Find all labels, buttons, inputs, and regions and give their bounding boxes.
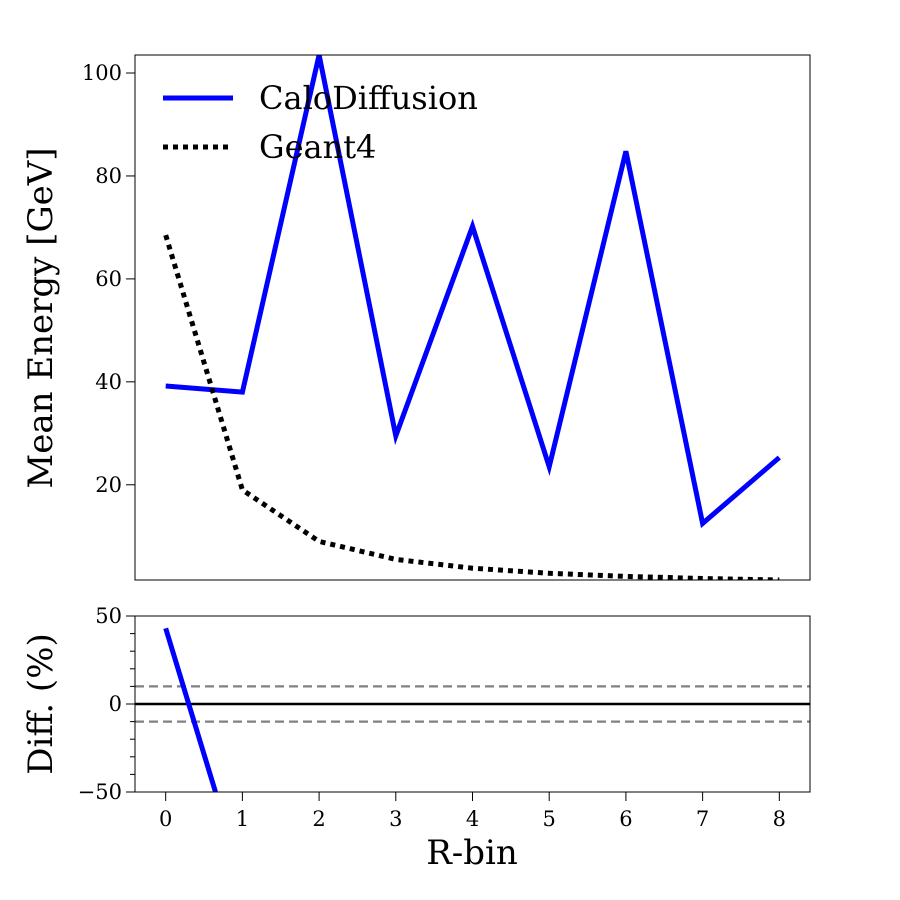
series-line-calodiffusion: [165, 55, 781, 529]
main-y-axis-label: Mean Energy [GeV]: [21, 147, 61, 488]
ratio-y-axis-label: Diff. (%): [21, 633, 61, 775]
ratio-panel: 50 0 −50 0 1 2 3 4 5 6 7 8 Diff. (%) R-bin: [21, 604, 811, 873]
x-tick-label: 5: [543, 807, 556, 831]
x-axis-label: R-bin: [426, 833, 518, 873]
x-tick-label: 1: [236, 807, 249, 831]
x-tick-label: 2: [312, 807, 325, 831]
ratio-y-tick-label: 50: [95, 604, 122, 628]
ratio-series-line-calodiffusion: [163, 627, 218, 792]
legend-label-geant4: Geant4: [259, 128, 376, 166]
ratio-plot-frame: [134, 615, 811, 793]
x-tick-label: 7: [696, 807, 709, 831]
main-panel: 20 40 60 80 100 Mean Energy [GeV] CaloDiffus…: [21, 54, 811, 581]
legend-label-calodiffusion: CaloDiffusion: [259, 79, 478, 117]
x-tick-label: 6: [619, 807, 632, 831]
main-y-tick-label: 40: [95, 370, 122, 394]
main-plot-frame: [134, 54, 811, 581]
main-y-tick-label: 20: [95, 473, 122, 497]
main-y-tick-label: 100: [82, 61, 122, 85]
x-tick-label: 0: [159, 807, 172, 831]
main-y-tick-label: 60: [95, 267, 122, 291]
x-tick-label: 8: [773, 807, 786, 831]
series-line-geant4: [163, 234, 780, 580]
x-tick-label: 3: [389, 807, 402, 831]
ratio-y-tick-label: −50: [78, 780, 122, 804]
legend: CaloDiffusion Geant4: [163, 79, 478, 166]
ratio-y-tick-label: 0: [109, 692, 122, 716]
x-tick-label: 4: [466, 807, 479, 831]
main-y-tick-label: 80: [95, 164, 122, 188]
